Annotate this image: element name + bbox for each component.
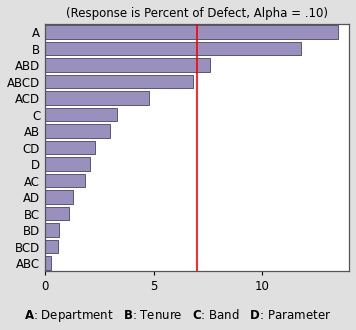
Bar — [45, 223, 59, 237]
Bar — [45, 190, 73, 204]
Text: $\mathbf{A}$: Department   $\mathbf{B}$: Tenure   $\mathbf{C}$: Band   $\mathbf{: $\mathbf{A}$: Department $\mathbf{B}$: T… — [25, 307, 331, 324]
Bar — [45, 256, 51, 270]
Bar — [45, 207, 69, 220]
Bar — [45, 25, 338, 39]
Bar — [45, 240, 58, 253]
Title: (Response is Percent of Defect, Alpha = .10): (Response is Percent of Defect, Alpha = … — [66, 7, 328, 20]
Bar — [45, 42, 301, 55]
Bar — [45, 75, 193, 88]
Bar — [45, 58, 210, 72]
Bar — [45, 124, 110, 138]
Bar — [45, 141, 95, 154]
Bar — [45, 157, 90, 171]
Bar — [45, 174, 85, 187]
Bar — [45, 91, 149, 105]
Bar — [45, 108, 117, 121]
